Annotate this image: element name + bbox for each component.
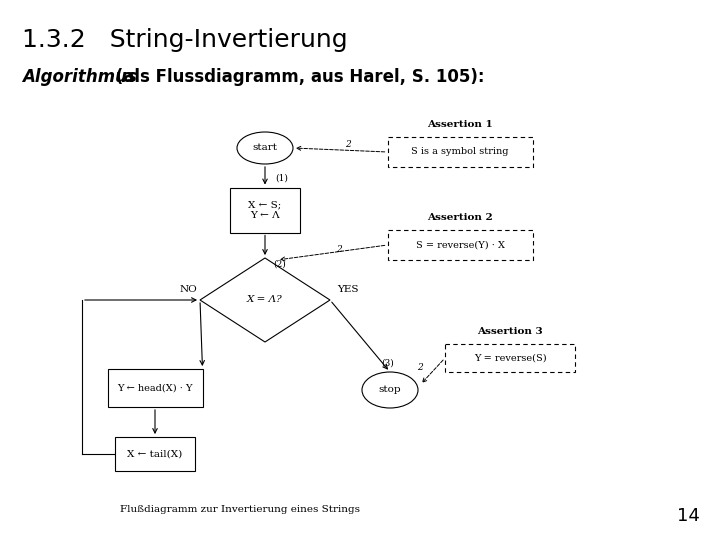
Bar xyxy=(387,137,533,167)
Ellipse shape xyxy=(362,372,418,408)
Text: (2): (2) xyxy=(273,260,286,269)
Text: Y = reverse(S): Y = reverse(S) xyxy=(474,354,546,362)
Ellipse shape xyxy=(237,132,293,164)
Text: Assertion 2: Assertion 2 xyxy=(427,213,493,222)
Text: Assertion 3: Assertion 3 xyxy=(477,327,543,336)
Text: Algorithmus: Algorithmus xyxy=(22,68,137,86)
Text: Assertion 1: Assertion 1 xyxy=(427,120,493,129)
Text: S is a symbol string: S is a symbol string xyxy=(411,147,509,157)
Text: X = Λ?: X = Λ? xyxy=(247,295,283,305)
Text: X ← tail(X): X ← tail(X) xyxy=(127,449,183,458)
Text: 2: 2 xyxy=(336,245,342,253)
Text: 2: 2 xyxy=(418,363,423,372)
Text: Y ← head(X) · Y: Y ← head(X) · Y xyxy=(117,383,193,393)
Bar xyxy=(230,187,300,233)
Text: (1): (1) xyxy=(275,174,288,183)
Text: 2: 2 xyxy=(346,140,351,149)
Bar xyxy=(445,344,575,372)
Text: stop: stop xyxy=(379,386,401,395)
Text: YES: YES xyxy=(337,286,359,294)
Text: (als Flussdiagramm, aus Harel, S. 105):: (als Flussdiagramm, aus Harel, S. 105): xyxy=(110,68,485,86)
Text: start: start xyxy=(253,144,277,152)
Text: (3): (3) xyxy=(382,359,395,368)
Text: X ← S;
Y ← Λ: X ← S; Y ← Λ xyxy=(248,200,282,220)
Text: 14: 14 xyxy=(677,507,700,525)
Text: Flußdiagramm zur Invertierung eines Strings: Flußdiagramm zur Invertierung eines Stri… xyxy=(120,505,360,514)
Bar xyxy=(115,437,195,471)
Polygon shape xyxy=(200,258,330,342)
Text: 1.3.2   String-Invertierung: 1.3.2 String-Invertierung xyxy=(22,28,348,52)
Bar xyxy=(387,230,533,260)
Text: S = reverse(Y) · X: S = reverse(Y) · X xyxy=(415,240,505,249)
Text: NO: NO xyxy=(179,286,197,294)
Bar xyxy=(107,369,202,407)
